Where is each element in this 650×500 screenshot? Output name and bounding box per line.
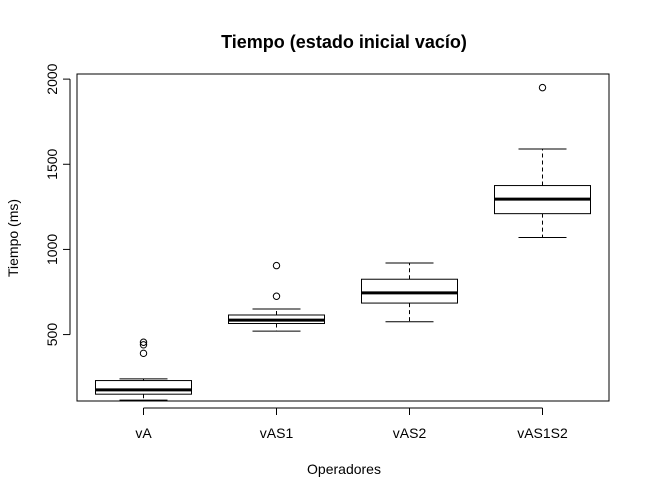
boxes-group xyxy=(95,83,591,401)
outlier-point xyxy=(139,341,148,349)
box-vAS1S2 xyxy=(494,83,591,238)
outlier-point xyxy=(272,292,281,300)
x-tick-label: vA xyxy=(135,425,152,441)
y-tick-label: 1500 xyxy=(44,148,60,179)
x-tick-label: vAS2 xyxy=(393,425,427,441)
outlier-point xyxy=(272,261,281,270)
iqr-box xyxy=(95,380,192,395)
box-vA xyxy=(95,338,192,401)
box-vAS1 xyxy=(228,261,325,332)
x-axis-label: Operadores xyxy=(307,461,381,477)
chart-title: Tiempo (estado inicial vacío) xyxy=(221,32,467,52)
plot-frame xyxy=(76,73,610,402)
y-tick-label: 500 xyxy=(44,323,60,347)
x-tick-label: vAS1 xyxy=(260,425,294,441)
x-tick-label: vAS1S2 xyxy=(517,425,568,441)
outlier-point xyxy=(139,349,148,358)
x-axis: vA vAS1 vAS2 vAS1S2 xyxy=(135,407,568,441)
outlier-point xyxy=(538,83,547,92)
box-vAS2 xyxy=(361,262,458,323)
y-axis-label: Tiempo (ms) xyxy=(5,199,21,277)
y-axis: 500 1000 1500 2000 xyxy=(44,63,71,347)
y-tick-label: 2000 xyxy=(44,63,60,94)
y-tick-label: 1000 xyxy=(44,234,60,265)
outlier-point xyxy=(139,338,148,346)
iqr-box xyxy=(361,278,458,304)
